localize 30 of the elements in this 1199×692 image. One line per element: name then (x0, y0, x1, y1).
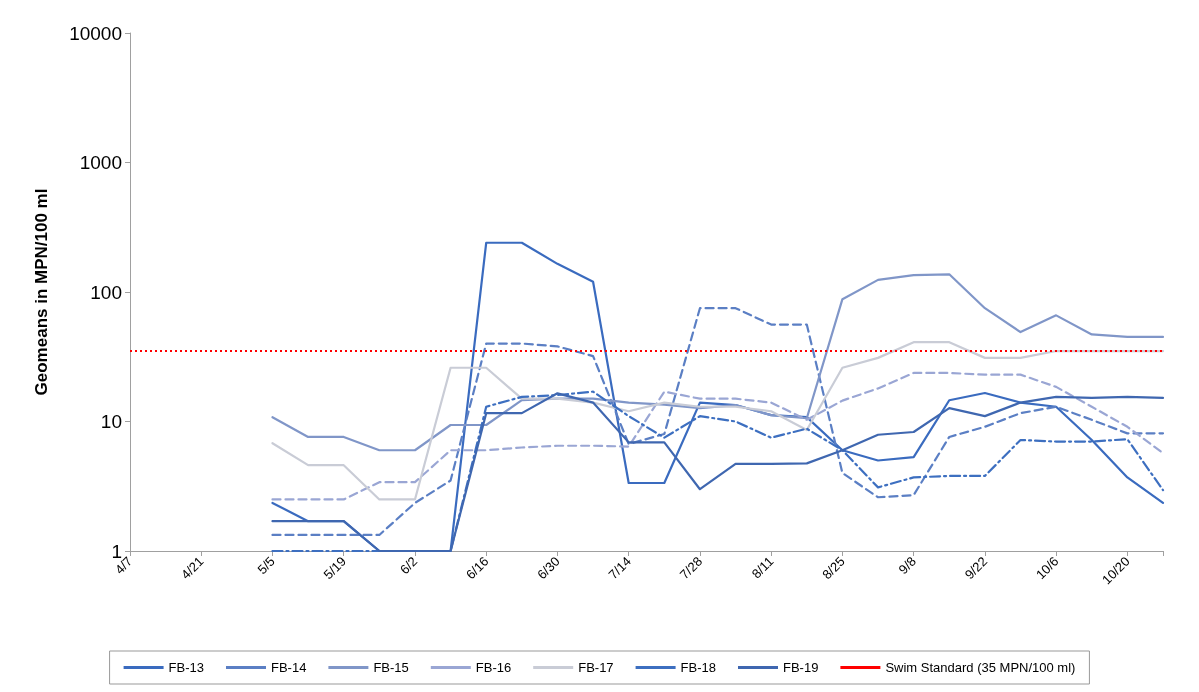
y-tick-label: 10000 (69, 22, 122, 44)
x-tick-label: 8/11 (748, 553, 777, 582)
legend-label: FB-19 (783, 660, 819, 675)
x-tick-label: 10/6 (1032, 553, 1062, 583)
x-tick-label: 5/5 (254, 553, 278, 578)
legend-label: FB-16 (475, 660, 512, 675)
y-tick-label: 1 (111, 540, 122, 562)
legend-label: FB-17 (578, 660, 614, 675)
x-tick-label: 6/2 (396, 553, 421, 578)
y-tick-label: 1000 (79, 152, 122, 173)
y-tick-label: 10 (100, 411, 122, 432)
x-tick-label: 5/19 (320, 553, 350, 583)
x-tick-label: 9/22 (961, 553, 991, 583)
x-tick-label: 6/30 (534, 553, 563, 583)
line-series (271, 371, 1165, 501)
x-tick-label: 7/28 (676, 553, 706, 583)
legend-label: Swim Standard (35 MPN/100 ml) (885, 660, 1076, 675)
x-tick-label: 6/16 (463, 553, 492, 583)
x-tick-label: 4/21 (178, 553, 207, 583)
legend-label: FB-18 (680, 660, 716, 675)
y-tick-label: 100 (90, 281, 122, 303)
x-tick-label: 7/14 (605, 553, 634, 583)
line-series (271, 273, 1165, 452)
x-tick-label: 9/8 (895, 553, 919, 578)
legend-label: FB-15 (373, 660, 409, 675)
line-series (271, 307, 1165, 537)
line-series (271, 341, 1165, 501)
y-axis-title: Geomeans in MPN/100 ml (32, 188, 51, 396)
legend-label: FB-14 (270, 660, 307, 675)
legend-label: FB-13 (168, 660, 204, 675)
